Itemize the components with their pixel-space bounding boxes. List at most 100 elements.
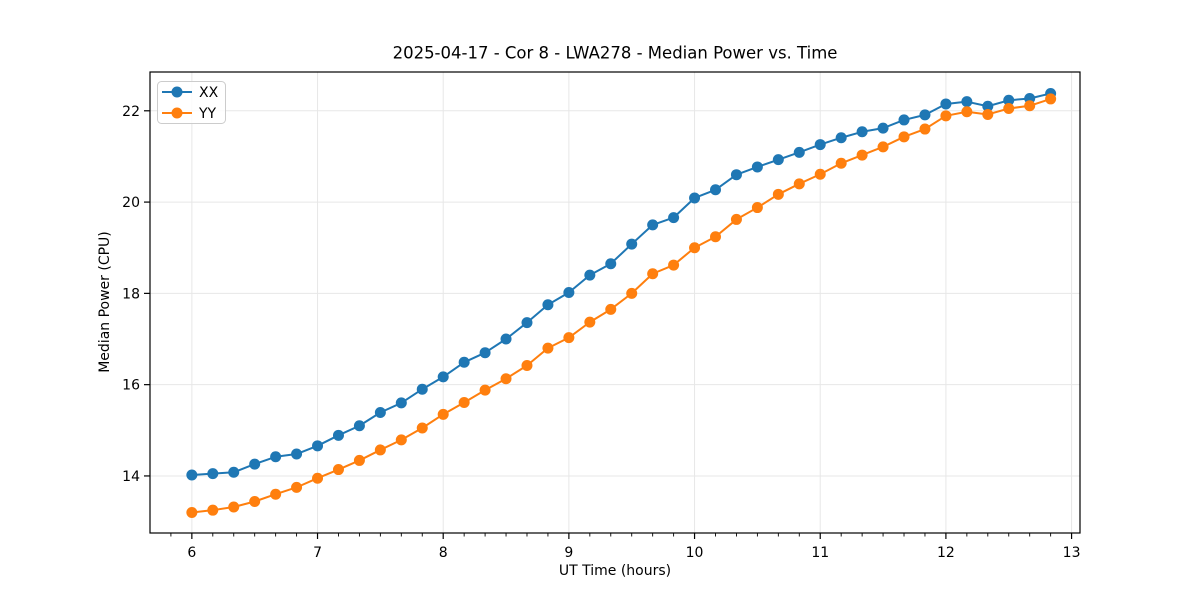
data-point-yy (521, 359, 533, 371)
data-point-xx (437, 371, 449, 383)
data-point-xx (270, 451, 282, 463)
x-tick-label: 8 (439, 545, 448, 561)
data-point-yy (207, 504, 219, 516)
data-point-xx (898, 114, 910, 126)
data-point-xx (856, 126, 868, 138)
data-point-yy (730, 213, 742, 225)
data-point-yy (186, 506, 198, 518)
x-tick-label: 11 (811, 545, 829, 561)
data-point-xx (961, 96, 973, 108)
series-line-xx (191, 92, 1051, 477)
data-point-yy (940, 110, 952, 122)
data-point-yy (479, 384, 491, 396)
data-point-xx (668, 212, 680, 224)
data-point-yy (584, 316, 596, 328)
data-point-yy (416, 422, 428, 434)
data-point-yy (1045, 93, 1057, 105)
data-point-yy (689, 242, 701, 254)
data-point-xx (940, 98, 952, 110)
data-point-xx (730, 169, 742, 181)
series-yy (186, 93, 1057, 518)
data-point-yy (814, 168, 826, 180)
data-point-xx (626, 238, 638, 250)
data-point-yy (647, 268, 659, 280)
data-point-xx (458, 356, 470, 368)
data-point-yy (877, 141, 889, 153)
tick-labels: 6 7 8 9 10 11 12 13 14 16 18 20 22 (122, 104, 1080, 561)
y-tick-label: 14 (122, 469, 140, 485)
data-point-xx (835, 132, 847, 144)
data-point-xx (542, 299, 554, 311)
y-tick-label: 22 (122, 104, 140, 120)
x-tick-label: 7 (313, 545, 322, 561)
data-point-xx (982, 100, 994, 112)
data-point-xx (584, 269, 596, 281)
data-point-yy (395, 434, 407, 446)
data-point-yy (710, 231, 722, 243)
x-tick-label: 10 (686, 545, 704, 561)
x-tick-label: 12 (937, 545, 955, 561)
data-point-xx (249, 458, 261, 470)
y-tick-label: 20 (122, 195, 140, 211)
data-point-yy (563, 332, 575, 344)
y-axis-label: Median Power (CPU) (97, 231, 113, 373)
data-point-xx (312, 440, 324, 452)
legend: XX YY (157, 81, 226, 124)
data-point-yy (793, 178, 805, 190)
gridlines (150, 72, 1080, 533)
data-point-xx (563, 286, 575, 298)
data-point-xx (500, 333, 512, 345)
axes-spines (149, 71, 1081, 534)
data-point-yy (228, 501, 240, 513)
data-point-yy (312, 472, 324, 484)
data-point-yy (458, 396, 470, 408)
data-point-xx (374, 407, 386, 419)
data-point-xx (814, 139, 826, 151)
data-point-yy (374, 444, 386, 456)
x-tick-label: 6 (187, 545, 196, 561)
data-point-yy (751, 202, 763, 214)
chart-title: 2025-04-17 - Cor 8 - LWA278 - Median Pow… (392, 43, 838, 63)
data-point-yy (961, 106, 973, 118)
data-point-yy (919, 123, 931, 135)
data-point-xx (207, 468, 219, 480)
data-point-xx (647, 219, 659, 231)
data-point-yy (249, 496, 261, 508)
data-point-xx (793, 146, 805, 158)
data-point-xx (919, 109, 931, 121)
data-point-xx (1003, 94, 1015, 106)
x-tick-label: 13 (1063, 545, 1081, 561)
data-point-yy (270, 488, 282, 500)
y-tick-label: 18 (122, 286, 140, 302)
data-point-yy (982, 108, 994, 120)
data-point-xx (395, 397, 407, 409)
data-point-yy (1024, 100, 1036, 112)
data-point-yy (542, 342, 554, 354)
data-point-yy (437, 408, 449, 420)
data-point-yy (353, 454, 365, 466)
data-point-yy (626, 287, 638, 299)
data-point-xx (689, 192, 701, 204)
series-xx (186, 87, 1057, 481)
data-point-xx (521, 317, 533, 329)
data-point-xx (353, 420, 365, 432)
data-point-xx (332, 429, 344, 441)
data-point-xx (291, 448, 303, 460)
legend-label: YY (198, 106, 217, 122)
x-tick-label: 9 (564, 545, 573, 561)
data-point-yy (500, 373, 512, 385)
data-point-xx (751, 161, 763, 173)
data-point-xx (228, 466, 240, 478)
axis-ticks (144, 110, 1073, 539)
data-point-xx (479, 347, 491, 359)
data-point-yy (898, 131, 910, 143)
x-axis-label: UT Time (hours) (558, 563, 672, 579)
data-point-yy (1003, 103, 1015, 115)
legend-label: XX (199, 85, 219, 101)
data-point-yy (835, 157, 847, 169)
legend-marker (171, 107, 183, 119)
data-point-yy (605, 303, 617, 315)
data-point-yy (668, 259, 680, 271)
